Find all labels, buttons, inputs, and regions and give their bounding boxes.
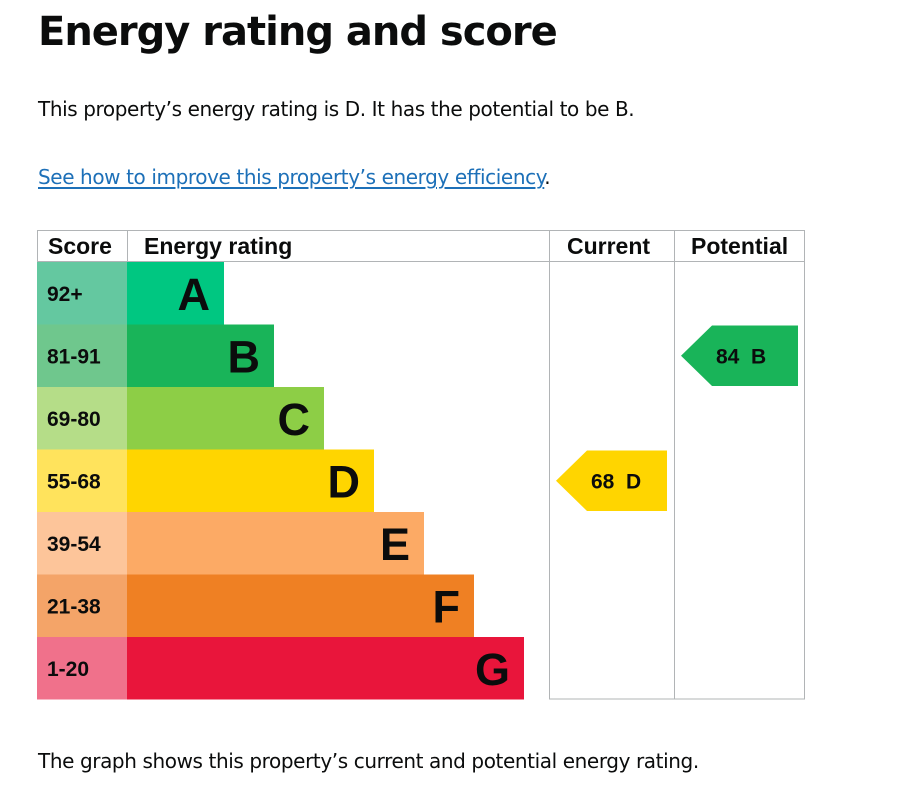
- potential-rating-label: 84 B: [716, 346, 766, 369]
- improve-link-suffix: .: [544, 165, 551, 189]
- rating-letter-g: G: [475, 644, 510, 695]
- current-rating-label: 68 D: [591, 471, 641, 494]
- column-header-score: Score: [48, 233, 112, 259]
- rating-letter-c: C: [278, 394, 311, 445]
- score-cell-c: [37, 387, 127, 450]
- rating-letter-e: E: [380, 519, 410, 570]
- score-cell-e: [37, 512, 127, 575]
- rating-letter-a: A: [178, 269, 211, 320]
- score-label-d: 55-68: [47, 471, 101, 494]
- column-header-energy-rating: Energy rating: [144, 233, 292, 259]
- rating-bar-a: [127, 262, 224, 325]
- rating-intro: This property’s energy rating is D. It h…: [38, 97, 635, 121]
- score-label-e: 39-54: [47, 533, 101, 556]
- rating-letter-f: F: [433, 582, 461, 633]
- rating-bar-g: [127, 637, 524, 700]
- column-header-potential: Potential: [691, 233, 788, 259]
- score-label-a: 92+: [47, 283, 83, 306]
- score-label-g: 1-20: [47, 658, 89, 681]
- column-header-current: Current: [567, 233, 650, 259]
- potential-rating-arrow: [681, 325, 798, 386]
- score-cell-b: [37, 324, 127, 387]
- rating-letter-d: D: [328, 457, 361, 508]
- improve-link-line: See how to improve this property’s energ…: [38, 162, 551, 192]
- improve-efficiency-link[interactable]: See how to improve this property’s energ…: [38, 165, 545, 189]
- score-label-c: 69-80: [47, 408, 101, 431]
- rating-bar-b: [127, 324, 274, 387]
- page-title: Energy rating and score: [38, 9, 558, 55]
- score-cell-g: [37, 637, 127, 700]
- chart-caption: The graph shows this property’s current …: [38, 749, 699, 773]
- rating-letter-b: B: [228, 332, 261, 383]
- score-cell-a: [37, 262, 127, 325]
- rating-bar-f: [127, 574, 474, 637]
- score-label-b: 81-91: [47, 346, 101, 369]
- rating-bar-c: [127, 387, 324, 450]
- rating-bar-d: [127, 449, 374, 512]
- score-cell-f: [37, 574, 127, 637]
- score-cell-d: [37, 449, 127, 512]
- score-label-f: 21-38: [47, 596, 101, 619]
- current-rating-arrow: [556, 450, 667, 511]
- rating-bar-e: [127, 512, 424, 575]
